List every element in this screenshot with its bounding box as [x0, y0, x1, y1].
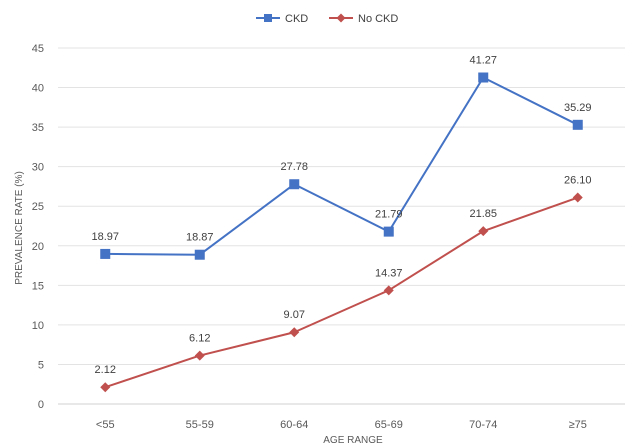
data-label-ckd: 18.97 [91, 231, 119, 243]
data-label-no-ckd: 6.12 [189, 333, 210, 345]
x-axis-title: AGE RANGE [323, 435, 383, 446]
data-label-no-ckd: 2.12 [95, 364, 116, 376]
legend-item-no-ckd: No CKD [329, 13, 398, 25]
legend-label-ckd: CKD [285, 13, 308, 25]
series-lines [104, 76, 579, 389]
gridlines [58, 47, 625, 405]
data-point-ckd [383, 226, 394, 237]
data-point-no-ckd [100, 382, 111, 393]
data-point-ckd [572, 119, 583, 130]
legend: CKD No CKD [256, 13, 398, 25]
data-label-ckd: 18.87 [186, 232, 214, 244]
y-tick-label: 40 [32, 83, 44, 95]
data-point-no-ckd [194, 350, 205, 361]
data-point-no-ckd [478, 226, 489, 237]
y-tick-label: 15 [32, 280, 44, 292]
y-tick-label: 10 [32, 320, 44, 332]
x-tick-label: 65-69 [375, 419, 403, 431]
data-point-ckd [100, 248, 111, 259]
y-tick-label: 35 [32, 122, 44, 134]
y-axis-ticks: 0 5 10 15 20 25 30 35 40 45 [32, 43, 44, 411]
data-point-ckd [478, 72, 489, 83]
data-label-ckd: 41.27 [469, 55, 497, 67]
series-line-no-ckd [104, 196, 579, 389]
data-point-ckd [289, 179, 300, 190]
data-point-ckd [194, 249, 205, 260]
x-tick-label: ≥75 [569, 419, 587, 431]
y-axis-title: PREVALENCE RATE (%) [14, 171, 25, 285]
legend-marker-ckd [264, 14, 272, 22]
legend-label-no-ckd: No CKD [358, 13, 398, 25]
x-tick-label: 55-59 [186, 419, 214, 431]
data-label-no-ckd: 26.10 [564, 175, 592, 187]
legend-marker-no-ckd [336, 13, 346, 23]
x-tick-label: 70-74 [469, 419, 497, 431]
data-label-ckd: 35.29 [564, 102, 592, 114]
y-tick-label: 20 [32, 241, 44, 253]
y-tick-label: 30 [32, 162, 44, 174]
data-label-no-ckd: 14.37 [375, 267, 403, 279]
y-tick-label: 0 [38, 399, 44, 411]
data-label-ckd: 21.79 [375, 209, 403, 221]
data-label-ckd: 27.78 [280, 161, 308, 173]
series-line-ckd [105, 76, 579, 256]
x-tick-label: <55 [96, 419, 115, 431]
y-tick-label: 25 [32, 201, 44, 213]
data-label-no-ckd: 21.85 [469, 208, 497, 220]
y-tick-label: 45 [32, 43, 44, 55]
data-point-no-ckd [289, 327, 300, 338]
y-tick-label: 5 [38, 359, 44, 371]
legend-item-ckd: CKD [256, 13, 308, 25]
x-tick-label: 60-64 [280, 419, 308, 431]
data-point-no-ckd [383, 285, 394, 296]
data-labels: 18.97 18.87 27.78 21.79 41.27 35.29 2.12 6.12 9.… [91, 55, 591, 377]
series-markers [100, 72, 583, 393]
x-axis-ticks: <55 55-59 60-64 65-69 70-74 ≥75 [96, 419, 587, 431]
data-point-no-ckd [572, 192, 583, 203]
data-label-no-ckd: 9.07 [284, 309, 305, 321]
